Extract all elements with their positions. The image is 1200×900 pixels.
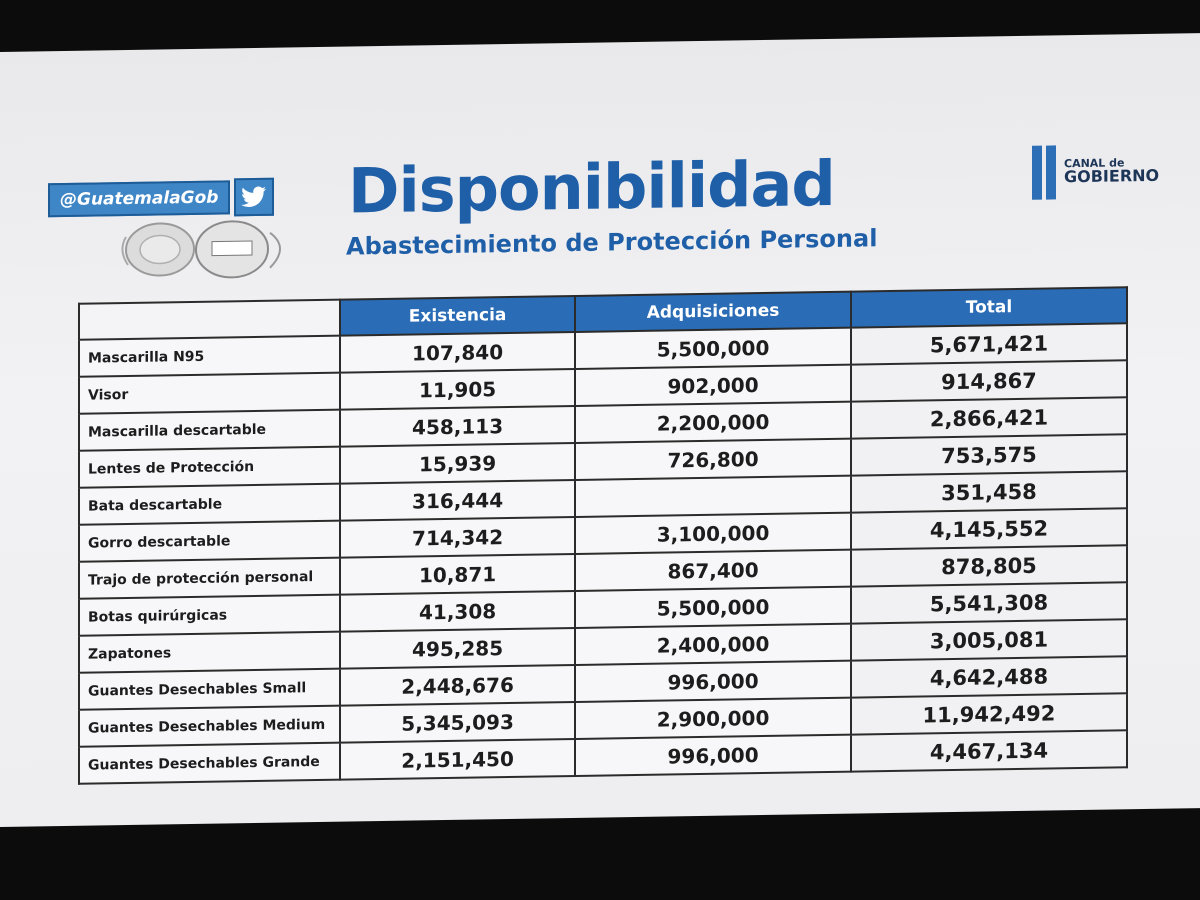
cell-total: 4,467,134 [850, 730, 1127, 772]
n95-masks-illustration [120, 212, 300, 285]
header-existencia: Existencia [340, 295, 576, 336]
cell-existencia: 10,871 [340, 553, 576, 595]
header-blank-cell [79, 299, 340, 340]
row-label: Mascarilla descartable [79, 409, 340, 451]
cell-adquisiciones: 902,000 [575, 364, 851, 406]
cell-adquisiciones: 2,200,000 [575, 401, 851, 443]
cell-adquisiciones: 2,900,000 [575, 697, 851, 739]
cell-total: 11,942,492 [850, 693, 1127, 735]
cell-adquisiciones: 996,000 [575, 660, 851, 702]
twitter-handle: @GuatemalaGob [48, 180, 231, 218]
cell-existencia: 2,448,676 [340, 664, 576, 706]
social-handle-badge: @GuatemalaGob [48, 177, 275, 220]
logo-bars-icon [1032, 145, 1056, 200]
canal-gobierno-logo: CANAL de GOBIERNO [1032, 144, 1159, 200]
row-label: Gorro descartable [79, 520, 340, 562]
twitter-bird-icon [234, 177, 275, 217]
cell-existencia: 5,345,093 [340, 701, 576, 743]
cell-adquisiciones: 5,500,000 [575, 586, 851, 628]
logo-line-2: GOBIERNO [1064, 166, 1160, 187]
row-label: Bata descartable [79, 483, 340, 525]
cell-adquisiciones: 726,800 [575, 438, 851, 480]
cell-total: 5,671,421 [850, 323, 1127, 365]
row-label: Guantes Desechables Grande [79, 742, 340, 784]
cell-existencia: 2,151,450 [340, 738, 576, 780]
row-label: Trajo de protección personal [79, 557, 340, 599]
cell-existencia: 15,939 [340, 442, 576, 484]
page-subtitle: Abastecimiento de Protección Personal [346, 224, 878, 261]
cell-total: 5,541,308 [850, 582, 1127, 624]
row-label: Mascarilla N95 [79, 335, 340, 377]
row-label: Visor [79, 372, 340, 414]
cell-total: 4,145,552 [850, 508, 1127, 550]
cell-total: 351,458 [850, 471, 1127, 513]
cell-total: 878,805 [850, 545, 1127, 587]
row-label: Guantes Desechables Small [79, 668, 340, 710]
cell-total: 4,642,488 [850, 656, 1127, 698]
header-total: Total [850, 287, 1127, 328]
row-label: Lentes de Protección [79, 446, 340, 488]
cell-total: 2,866,421 [850, 397, 1127, 439]
cell-existencia: 41,308 [340, 590, 576, 632]
cell-adquisiciones: 2,400,000 [575, 623, 851, 665]
supply-table: Existencia Adquisiciones Total Mascarill… [78, 286, 1128, 784]
header-adquisiciones: Adquisiciones [575, 291, 851, 332]
cell-total: 3,005,081 [850, 619, 1127, 661]
cell-adquisiciones: 5,500,000 [575, 327, 851, 369]
cell-total: 753,575 [850, 434, 1127, 476]
cell-existencia: 458,113 [340, 405, 576, 447]
projection-screen: @GuatemalaGob Disponibilidad Abastecimie… [0, 33, 1200, 827]
cell-adquisiciones: 3,100,000 [575, 512, 851, 554]
cell-total: 914,867 [850, 360, 1127, 402]
cell-existencia: 714,342 [340, 516, 576, 558]
cell-existencia: 107,840 [340, 331, 576, 373]
cell-existencia: 316,444 [340, 479, 576, 521]
row-label: Guantes Desechables Medium [79, 705, 340, 747]
cell-adquisiciones: 867,400 [575, 549, 851, 591]
cell-adquisiciones: 996,000 [575, 734, 851, 776]
row-label: Zapatones [79, 631, 340, 673]
row-label: Botas quirúrgicas [79, 594, 340, 636]
cell-adquisiciones [575, 475, 851, 517]
page-title: Disponibilidad [348, 146, 835, 228]
cell-existencia: 495,285 [340, 627, 576, 669]
cell-existencia: 11,905 [340, 368, 576, 410]
